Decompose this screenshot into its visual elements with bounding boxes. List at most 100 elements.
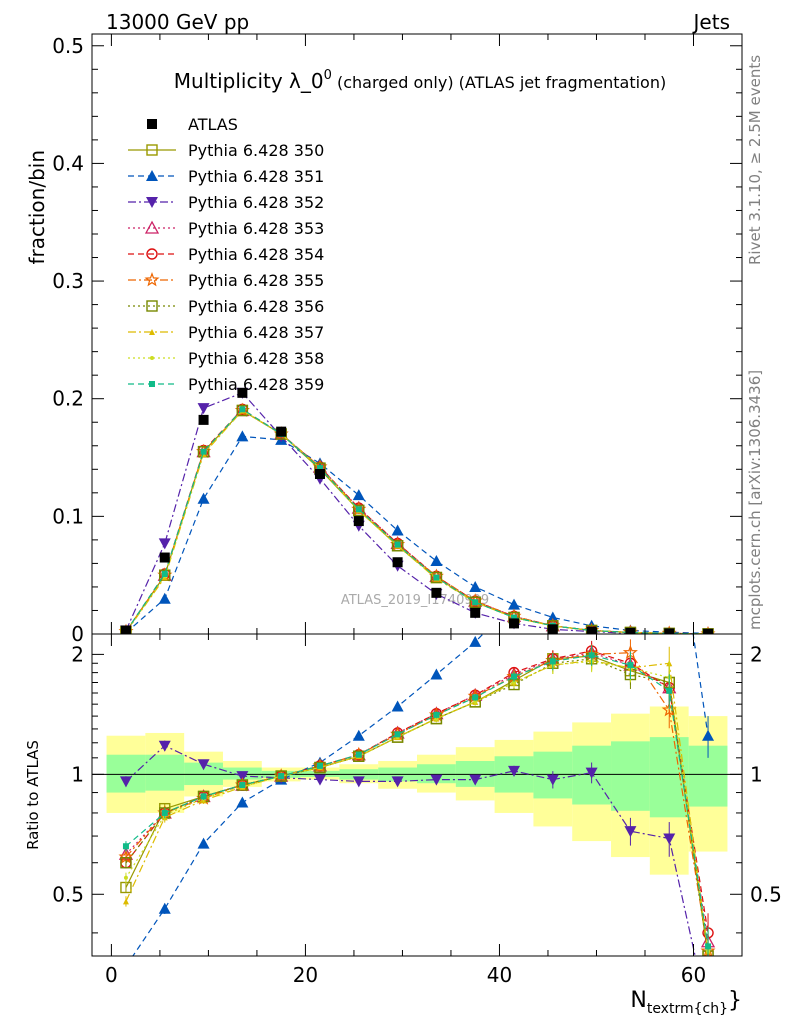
ratio-series-point	[705, 943, 712, 950]
ratio-series-point	[200, 793, 207, 800]
uncertainty-band-inner	[417, 764, 456, 784]
ratio-clipped	[92, 634, 742, 956]
ratio-series-point	[588, 652, 595, 659]
legend-label: ATLAS	[188, 115, 238, 134]
atlas-data-point	[625, 627, 636, 634]
xlabel-tail: }	[728, 988, 742, 1013]
ratio-axes: 0.5 0.51 12 20 20 40 60	[52, 634, 782, 987]
ratio-series-point	[473, 699, 478, 704]
ratio-ytick-label: 1	[71, 762, 84, 786]
main-ylabel: fraction/bin	[25, 150, 49, 265]
legend-marker	[149, 329, 155, 335]
ratio-series-point	[197, 837, 210, 849]
atlas-data-point	[159, 552, 170, 563]
main-series-point	[352, 489, 365, 501]
ratio-series-point	[511, 673, 518, 680]
ratio-data	[92, 634, 742, 956]
main-ytick-label: 0.1	[52, 504, 84, 528]
atlas-data-point	[547, 624, 558, 634]
legend: ATLAS Pythia 6.428 350 Pythia 6.428 351 Pyt…	[128, 115, 324, 394]
legend-entry: Pythia 6.428 357	[128, 323, 324, 342]
plot-title: Multiplicity λ_00 (charged only) (ATLAS …	[174, 68, 666, 93]
rivet-label: Rivet 3.1.10, ≥ 2.5M events	[746, 55, 764, 265]
main-series-point	[511, 614, 518, 621]
legend-entry: Pythia 6.428 350	[128, 141, 324, 160]
ratio-series-point	[120, 857, 132, 869]
legend-marker	[150, 356, 154, 360]
ratio-series-point	[122, 843, 129, 850]
ratio-series-point	[119, 776, 132, 788]
main-series-point	[430, 555, 443, 567]
ratio-series-point	[236, 796, 249, 808]
ratio-series-line	[125, 660, 709, 952]
ratio-series-point	[627, 662, 634, 669]
ratio-series-point	[391, 700, 404, 712]
ratio-series-point	[430, 668, 443, 680]
ratio-series-point	[123, 875, 128, 880]
legend-marker	[146, 197, 158, 208]
legend-marker	[146, 144, 158, 156]
ratio-series-point	[353, 750, 365, 762]
main-series-point	[236, 430, 249, 442]
ratio-series-point	[433, 711, 440, 718]
ratio-series-point	[158, 902, 171, 914]
main-series-line	[125, 392, 709, 634]
main-series-point	[239, 406, 246, 413]
atlas-data-point	[664, 628, 675, 634]
legend-marker	[149, 381, 155, 387]
ratio-ytick-label-right: 1	[750, 762, 763, 786]
main-series-point	[355, 506, 362, 513]
legend-label: Pythia 6.428 355	[188, 271, 324, 290]
ratio-series-point	[394, 731, 401, 738]
ratio-series-point	[472, 694, 479, 701]
main-series-point	[469, 596, 481, 608]
main-series-point	[236, 404, 249, 417]
legend-marker	[144, 220, 160, 234]
main-ytick-label: 0.4	[52, 151, 84, 175]
atlas-data-point	[431, 587, 442, 598]
legend-label: Pythia 6.428 352	[188, 193, 324, 212]
mcplots-label: mcplots.cern.ch [arXiv:1306.3436]	[746, 370, 764, 630]
legend-label: Pythia 6.428 356	[188, 297, 324, 316]
ratio-xtick-label: 20	[293, 963, 318, 987]
main-series-point	[161, 571, 168, 577]
ratio-series-point	[352, 776, 365, 788]
ratio-series-point	[158, 740, 171, 752]
ratio-frame	[91, 633, 743, 957]
ratio-series-point	[624, 826, 637, 838]
legend-marker	[146, 248, 158, 260]
main-series-point	[546, 611, 559, 623]
ratio-series-point	[666, 687, 673, 694]
main-ytick-label: 0.3	[52, 269, 84, 293]
legend-label: Pythia 6.428 359	[188, 375, 324, 394]
main-series-point	[158, 592, 171, 604]
atlas-data-point	[703, 628, 714, 634]
ratio-series-point	[469, 774, 482, 786]
category-label: Jets	[692, 10, 730, 34]
ratio-series-point	[702, 729, 715, 741]
atlas-data-point	[120, 625, 131, 634]
ratio-series-line	[125, 652, 709, 952]
legend-entry: Pythia 6.428 358	[128, 349, 324, 368]
ratio-series-point	[430, 774, 443, 786]
atlas-data-point	[276, 426, 287, 437]
atlas-data-point	[353, 516, 364, 527]
main-series-point	[508, 598, 521, 610]
ratio-ytick-label-right: 2	[750, 642, 763, 666]
main-series-point	[353, 504, 365, 517]
atlas-data-point	[314, 469, 325, 479]
main-ytick-label: 0.5	[52, 34, 84, 58]
ratio-series-point	[663, 833, 676, 845]
main-series-point	[316, 465, 323, 472]
main-ytick-label: 0	[71, 622, 84, 646]
ratio-series-line	[125, 654, 709, 947]
main-series-point	[433, 574, 440, 581]
ratio-xlabel: Ntextrm{ch}}	[630, 988, 742, 1017]
ratio-series-point	[313, 774, 326, 786]
legend-marker	[147, 119, 157, 129]
ratio-series-point	[278, 773, 285, 780]
analysis-watermark: ATLAS_2019_I1740909	[341, 593, 489, 608]
ratio-series-point	[469, 635, 482, 647]
main-reference-atlas	[120, 387, 714, 634]
legend-label: Pythia 6.428 351	[188, 167, 324, 186]
